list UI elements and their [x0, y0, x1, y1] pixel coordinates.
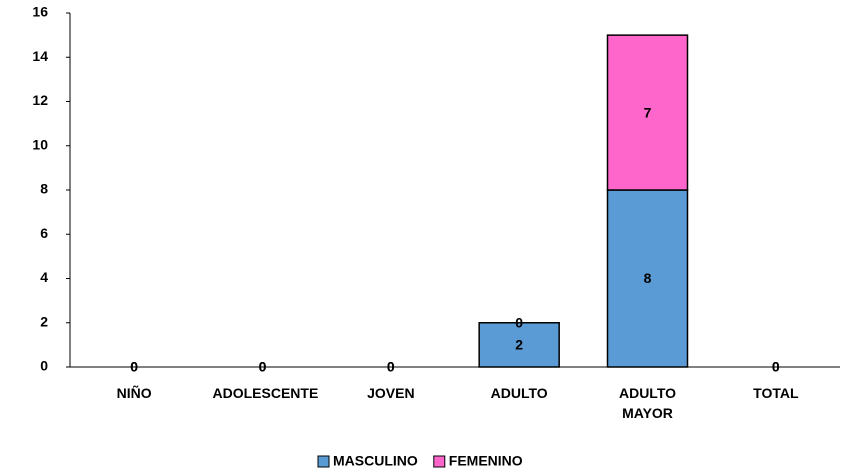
legend-label: MASCULINO: [333, 453, 418, 469]
y-tick-label: 0: [40, 358, 48, 374]
legend-swatch: [317, 455, 330, 468]
x-tick-label: ADULTO: [490, 385, 548, 401]
data-label: 0: [259, 359, 267, 375]
data-label: 7: [644, 104, 652, 120]
x-tick-label: TOTAL: [753, 385, 799, 401]
bar-segment: [606, 189, 689, 368]
data-label: 0: [772, 359, 780, 375]
legend-swatch: [433, 455, 446, 468]
y-tick-label: 6: [40, 225, 48, 241]
data-label: 0: [515, 314, 523, 330]
bar-segment: [478, 322, 560, 368]
bar-segment: [606, 34, 689, 191]
x-tick-label: ADOLESCENTE: [212, 385, 319, 401]
data-label: 0: [130, 359, 138, 375]
x-tick-label: NIÑO: [116, 385, 152, 401]
x-tick-label: ADULTO MAYOR: [618, 385, 677, 421]
data-label: 0: [387, 359, 395, 375]
data-label: 2: [515, 337, 523, 353]
data-label: 8: [644, 270, 652, 286]
y-tick-label: 2: [40, 313, 48, 329]
data-label: 0: [259, 359, 267, 375]
y-tick-label: 16: [32, 4, 48, 20]
legend-label: FEMENINO: [449, 453, 523, 469]
data-label: 0: [387, 359, 395, 375]
y-tick-label: 14: [32, 48, 48, 64]
y-tick-label: 10: [32, 136, 48, 152]
y-tick-label: 4: [40, 269, 48, 285]
x-tick-label: JOVEN: [367, 385, 415, 401]
y-tick-label: 8: [40, 181, 48, 197]
data-label: 0: [130, 359, 138, 375]
data-label: 0: [772, 359, 780, 375]
y-tick-label: 12: [32, 92, 48, 108]
